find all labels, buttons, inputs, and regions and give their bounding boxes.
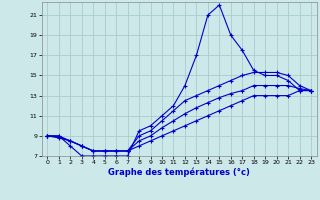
X-axis label: Graphe des températures (°c): Graphe des températures (°c) — [108, 168, 250, 177]
